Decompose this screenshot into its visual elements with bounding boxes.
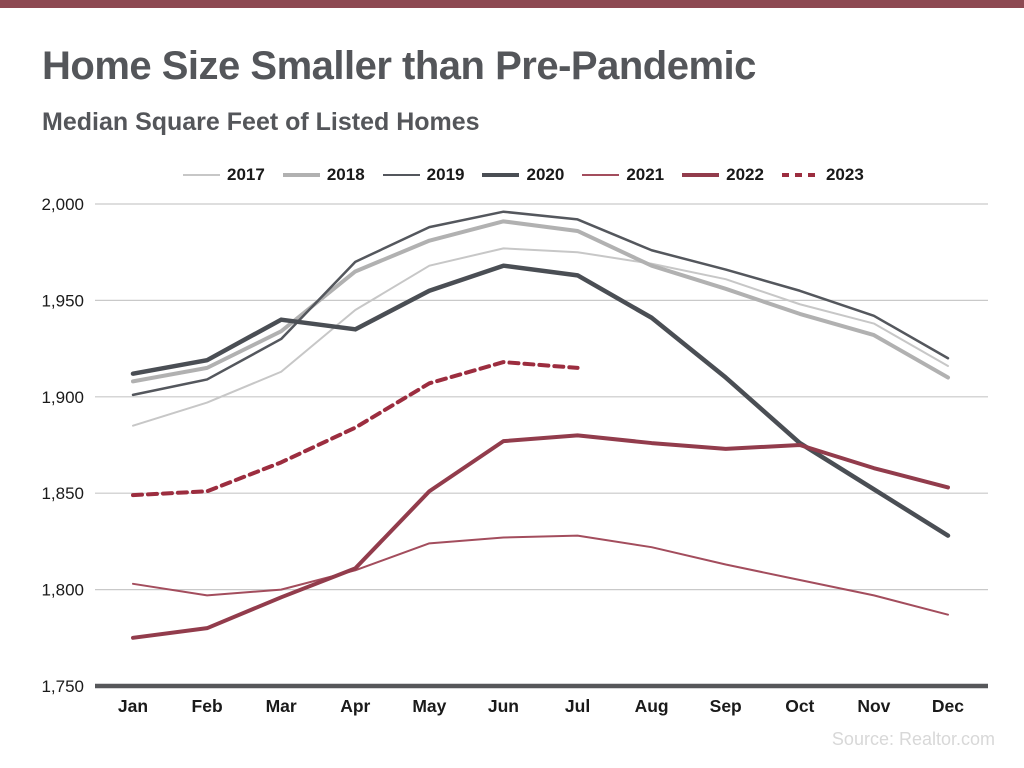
series-line-2017 bbox=[132, 247, 949, 427]
x-tick-label-jul: Jul bbox=[565, 696, 590, 716]
legend-item-2022: 2022 bbox=[682, 165, 764, 185]
legend-swatch-2023 bbox=[781, 173, 819, 177]
legend-label-2021: 2021 bbox=[626, 165, 665, 184]
x-tick-label-jun: Jun bbox=[488, 696, 519, 716]
legend-label-2018: 2018 bbox=[326, 165, 365, 184]
series-line-2020 bbox=[130, 263, 951, 538]
chart-legend: 2017 2018 2019 2020 2021 2022 2023 bbox=[183, 165, 864, 185]
legend-label-2017: 2017 bbox=[227, 165, 265, 184]
y-tick-label-1,850: 1,850 bbox=[41, 484, 84, 503]
top-accent-bar bbox=[0, 0, 1024, 8]
x-tick-label-may: May bbox=[412, 696, 446, 716]
legend-label-2023: 2023 bbox=[825, 165, 864, 184]
legend-label-2019: 2019 bbox=[426, 165, 465, 184]
series-line-2022 bbox=[131, 433, 950, 640]
x-tick-label-mar: Mar bbox=[266, 696, 297, 716]
page-subtitle: Median Square Feet of Listed Homes bbox=[42, 108, 480, 136]
x-tick-label-jan: Jan bbox=[118, 696, 148, 716]
series-line-2023 bbox=[131, 360, 580, 498]
source-credit: Source: Realtor.com bbox=[831, 729, 995, 749]
legend-item-2018: 2018 bbox=[282, 165, 365, 185]
legend-item-2017: 2017 bbox=[183, 165, 265, 185]
legend-label-2020: 2020 bbox=[526, 165, 565, 184]
legend-swatch-2020 bbox=[482, 172, 520, 178]
x-tick-label-feb: Feb bbox=[192, 696, 223, 716]
legend-item-2021: 2021 bbox=[582, 165, 664, 185]
page-title: Home Size Smaller than Pre-Pandemic bbox=[42, 44, 756, 88]
x-tick-label-apr: Apr bbox=[340, 696, 370, 716]
series-line-2018 bbox=[131, 219, 950, 384]
y-tick-label-1,900: 1,900 bbox=[41, 388, 84, 407]
legend-swatch-2022 bbox=[682, 173, 720, 177]
x-tick-label-nov: Nov bbox=[857, 696, 890, 716]
legend-swatch-2018 bbox=[282, 173, 320, 177]
y-tick-label-1,950: 1,950 bbox=[41, 291, 84, 310]
y-tick-label-1,750: 1,750 bbox=[41, 677, 84, 696]
x-tick-label-aug: Aug bbox=[635, 696, 669, 716]
legend-label-2022: 2022 bbox=[726, 165, 764, 184]
legend-swatch-2019 bbox=[382, 173, 420, 177]
series-line-2019 bbox=[131, 210, 950, 397]
legend-item-2020: 2020 bbox=[482, 165, 564, 185]
x-tick-label-oct: Oct bbox=[785, 696, 814, 716]
x-tick-label-dec: Dec bbox=[932, 696, 964, 716]
legend-item-2023: 2023 bbox=[781, 165, 864, 185]
y-tick-label-1,800: 1,800 bbox=[41, 581, 84, 600]
y-tick-label-2,000: 2,000 bbox=[41, 195, 84, 214]
x-tick-label-sep: Sep bbox=[710, 696, 742, 716]
legend-swatch-2021 bbox=[582, 174, 620, 176]
series-line-2021 bbox=[132, 534, 949, 616]
legend-item-2019: 2019 bbox=[382, 165, 465, 185]
legend-swatch-2017 bbox=[183, 174, 220, 176]
